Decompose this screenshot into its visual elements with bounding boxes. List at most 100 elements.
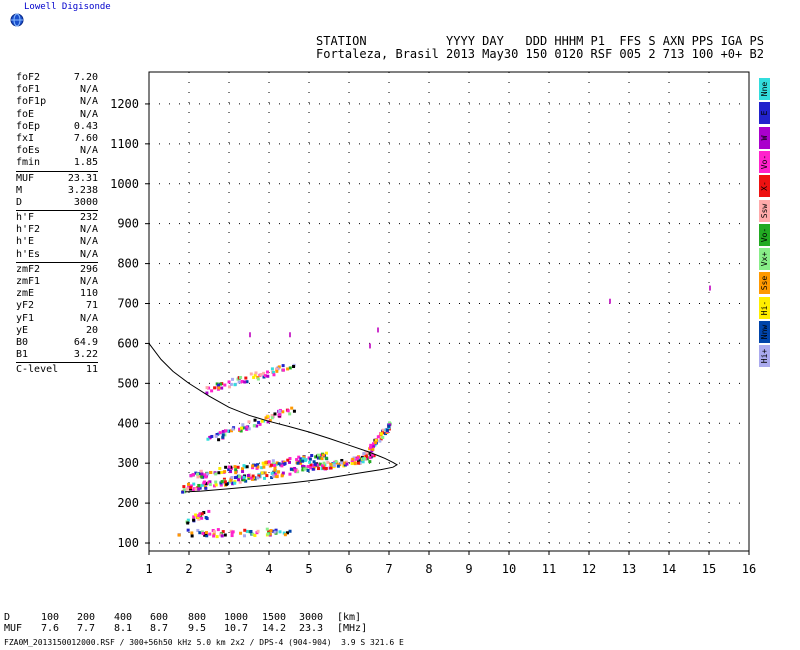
echo-point bbox=[256, 529, 260, 533]
legend-label: Nnw bbox=[760, 324, 769, 340]
param-row-m: M 3.238 bbox=[16, 185, 98, 197]
echo-point bbox=[183, 490, 187, 494]
echo-point bbox=[271, 474, 275, 478]
echo-point bbox=[309, 463, 313, 467]
echo-point bbox=[278, 409, 282, 413]
echo-point bbox=[231, 377, 235, 381]
echo-point bbox=[206, 472, 210, 476]
echo-point bbox=[289, 332, 291, 338]
param-label: foF2 bbox=[16, 72, 41, 83]
echo-point bbox=[214, 483, 218, 487]
echo-point bbox=[372, 444, 376, 448]
echo-point bbox=[269, 463, 273, 467]
legend-label: Sse bbox=[760, 276, 769, 291]
echo-point bbox=[272, 373, 276, 377]
echo-point bbox=[230, 475, 234, 479]
param-separator bbox=[16, 170, 98, 172]
echo-point bbox=[273, 530, 277, 534]
echo-point bbox=[313, 462, 317, 466]
echo-point bbox=[262, 371, 266, 375]
param-value: 71 bbox=[85, 300, 98, 312]
echo-point bbox=[200, 483, 204, 487]
echo-point bbox=[221, 530, 225, 534]
echo-point bbox=[314, 455, 318, 459]
logo-text: Lowell Digisonde bbox=[24, 2, 111, 12]
echo-point bbox=[200, 512, 204, 516]
param-row-foe: foE N/A bbox=[16, 109, 98, 121]
legend-label: Vo- bbox=[760, 227, 769, 243]
echo-point bbox=[231, 427, 235, 431]
echo-point bbox=[233, 476, 237, 480]
echo-point bbox=[212, 530, 216, 534]
param-value: N/A bbox=[79, 224, 98, 236]
param-label: zmE bbox=[16, 288, 35, 300]
echo-point bbox=[186, 518, 190, 522]
echo-point bbox=[369, 454, 373, 458]
echo-point bbox=[229, 478, 233, 482]
echo-point bbox=[342, 461, 346, 465]
echo-point bbox=[214, 472, 218, 476]
echo-point bbox=[288, 366, 292, 370]
echo-point bbox=[251, 464, 255, 468]
param-label: fmin bbox=[16, 157, 41, 169]
echo-point bbox=[306, 468, 310, 472]
echo-point bbox=[254, 371, 258, 375]
param-row-hes: h'Es N/A bbox=[16, 249, 98, 261]
echo-point bbox=[214, 434, 218, 438]
echo-point bbox=[234, 468, 238, 472]
echo-point bbox=[200, 472, 204, 476]
echo-point bbox=[241, 423, 245, 427]
echo-point bbox=[609, 298, 611, 304]
echo-point bbox=[318, 462, 322, 466]
echo-point bbox=[182, 488, 186, 492]
echo-point bbox=[206, 437, 210, 441]
x-tick-label: 8 bbox=[425, 562, 432, 576]
y-tick-label: 1100 bbox=[110, 137, 139, 151]
param-value: 7.60 bbox=[73, 132, 98, 144]
echo-point bbox=[709, 285, 711, 291]
echo-point bbox=[363, 457, 367, 461]
echo-point bbox=[251, 466, 255, 470]
echo-point bbox=[332, 462, 336, 466]
param-row-fof1: foF1 N/A bbox=[16, 84, 98, 96]
echo-point bbox=[215, 432, 219, 436]
table-cell: 1500 bbox=[262, 612, 287, 623]
echo-point bbox=[242, 475, 246, 479]
echo-point bbox=[218, 431, 222, 435]
echo-point bbox=[271, 529, 275, 533]
echo-point bbox=[251, 474, 255, 478]
echo-point bbox=[281, 471, 285, 475]
legend-label: Vo- bbox=[760, 154, 769, 170]
param-label: D bbox=[16, 196, 23, 208]
param-label: yF2 bbox=[16, 300, 35, 312]
echo-point bbox=[189, 474, 193, 478]
echo-point bbox=[221, 433, 225, 437]
legend-label: Hi- bbox=[760, 300, 769, 315]
echo-point bbox=[221, 429, 225, 433]
echo-point bbox=[288, 472, 292, 476]
param-label: foF1p bbox=[16, 96, 47, 108]
echo-point bbox=[191, 473, 195, 477]
echo-point bbox=[204, 531, 208, 535]
param-label: yE bbox=[16, 324, 29, 336]
param-value: N/A bbox=[79, 276, 98, 287]
echo-point bbox=[196, 515, 200, 519]
param-value: 20 bbox=[85, 324, 98, 336]
legend-label: W bbox=[760, 135, 769, 141]
param-row-he: h'E N/A bbox=[16, 236, 98, 248]
echo-point bbox=[224, 465, 228, 469]
echo-point bbox=[379, 432, 383, 436]
legend-label: E bbox=[760, 110, 769, 116]
echo-point bbox=[318, 456, 322, 460]
echo-point bbox=[340, 458, 344, 462]
legend-label: Vx+ bbox=[760, 251, 769, 267]
echo-point bbox=[361, 460, 365, 464]
param-label: h'Es bbox=[16, 248, 41, 260]
param-value: N/A bbox=[79, 84, 98, 96]
param-value: N/A bbox=[79, 248, 98, 260]
param-value: N/A bbox=[79, 96, 98, 108]
echo-point bbox=[200, 516, 204, 520]
echo-point bbox=[218, 466, 222, 470]
param-row-foep: foEp 0.43 bbox=[16, 121, 98, 133]
